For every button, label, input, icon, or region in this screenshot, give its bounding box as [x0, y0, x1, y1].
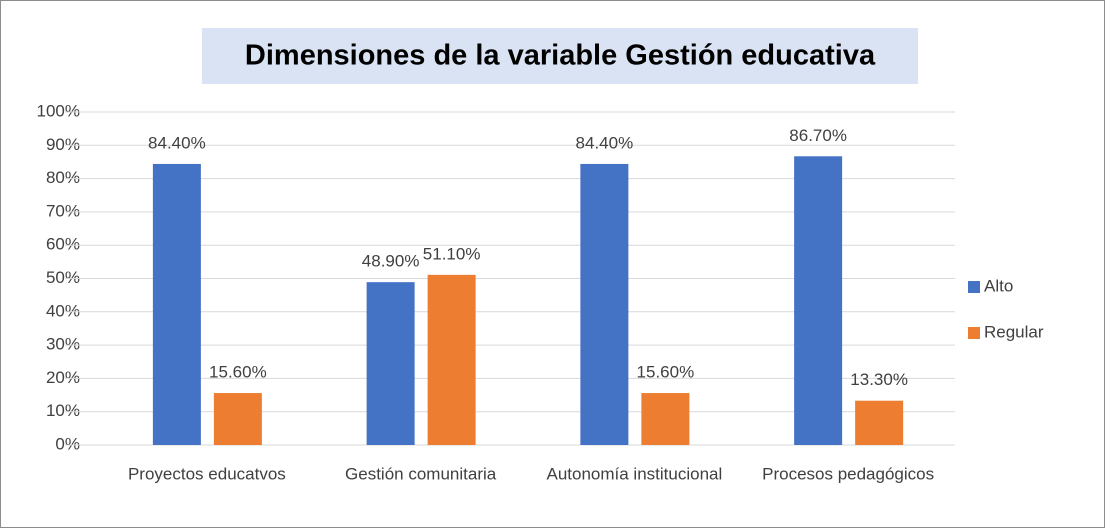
bar — [213, 393, 262, 445]
bar — [366, 282, 415, 445]
value-label: 84.40% — [576, 133, 634, 152]
bar — [794, 156, 843, 445]
chart-title: Dimensiones de la variable Gestión educa… — [245, 40, 876, 72]
bar — [855, 400, 904, 445]
y-tick-label: 50% — [46, 268, 80, 287]
legend-label: Regular — [984, 322, 1044, 341]
y-tick-label: 30% — [46, 335, 80, 354]
y-tick-label: 60% — [46, 235, 80, 254]
y-tick-label: 20% — [46, 368, 80, 387]
value-label: 51.10% — [423, 244, 481, 263]
bar — [641, 393, 690, 445]
x-tick-label: Autonomía institucional — [546, 464, 722, 483]
y-tick-label: 80% — [46, 168, 80, 187]
bar — [427, 274, 476, 445]
bar — [580, 163, 629, 445]
value-label: 13.30% — [850, 370, 908, 389]
y-tick-label: 40% — [46, 301, 80, 320]
y-tick-label: 90% — [46, 135, 80, 154]
value-label: 48.90% — [362, 252, 420, 271]
y-tick-label: 70% — [46, 201, 80, 220]
value-label: 84.40% — [148, 133, 206, 152]
title-box — [202, 28, 918, 84]
y-tick-label: 10% — [46, 401, 80, 420]
y-tick-label: 100% — [37, 101, 80, 120]
y-tick-label: 0% — [55, 434, 80, 453]
legend-swatch — [968, 281, 980, 293]
value-label: 15.60% — [209, 363, 267, 382]
legend-label: Alto — [984, 276, 1013, 295]
legend-swatch — [968, 327, 980, 339]
value-label: 15.60% — [637, 363, 695, 382]
x-tick-label: Procesos pedagógicos — [762, 464, 934, 483]
x-tick-label: Gestión comunitaria — [345, 464, 497, 483]
value-label: 86.70% — [789, 126, 847, 145]
x-tick-label: Proyectos educatvos — [128, 464, 286, 483]
bar — [152, 163, 201, 445]
